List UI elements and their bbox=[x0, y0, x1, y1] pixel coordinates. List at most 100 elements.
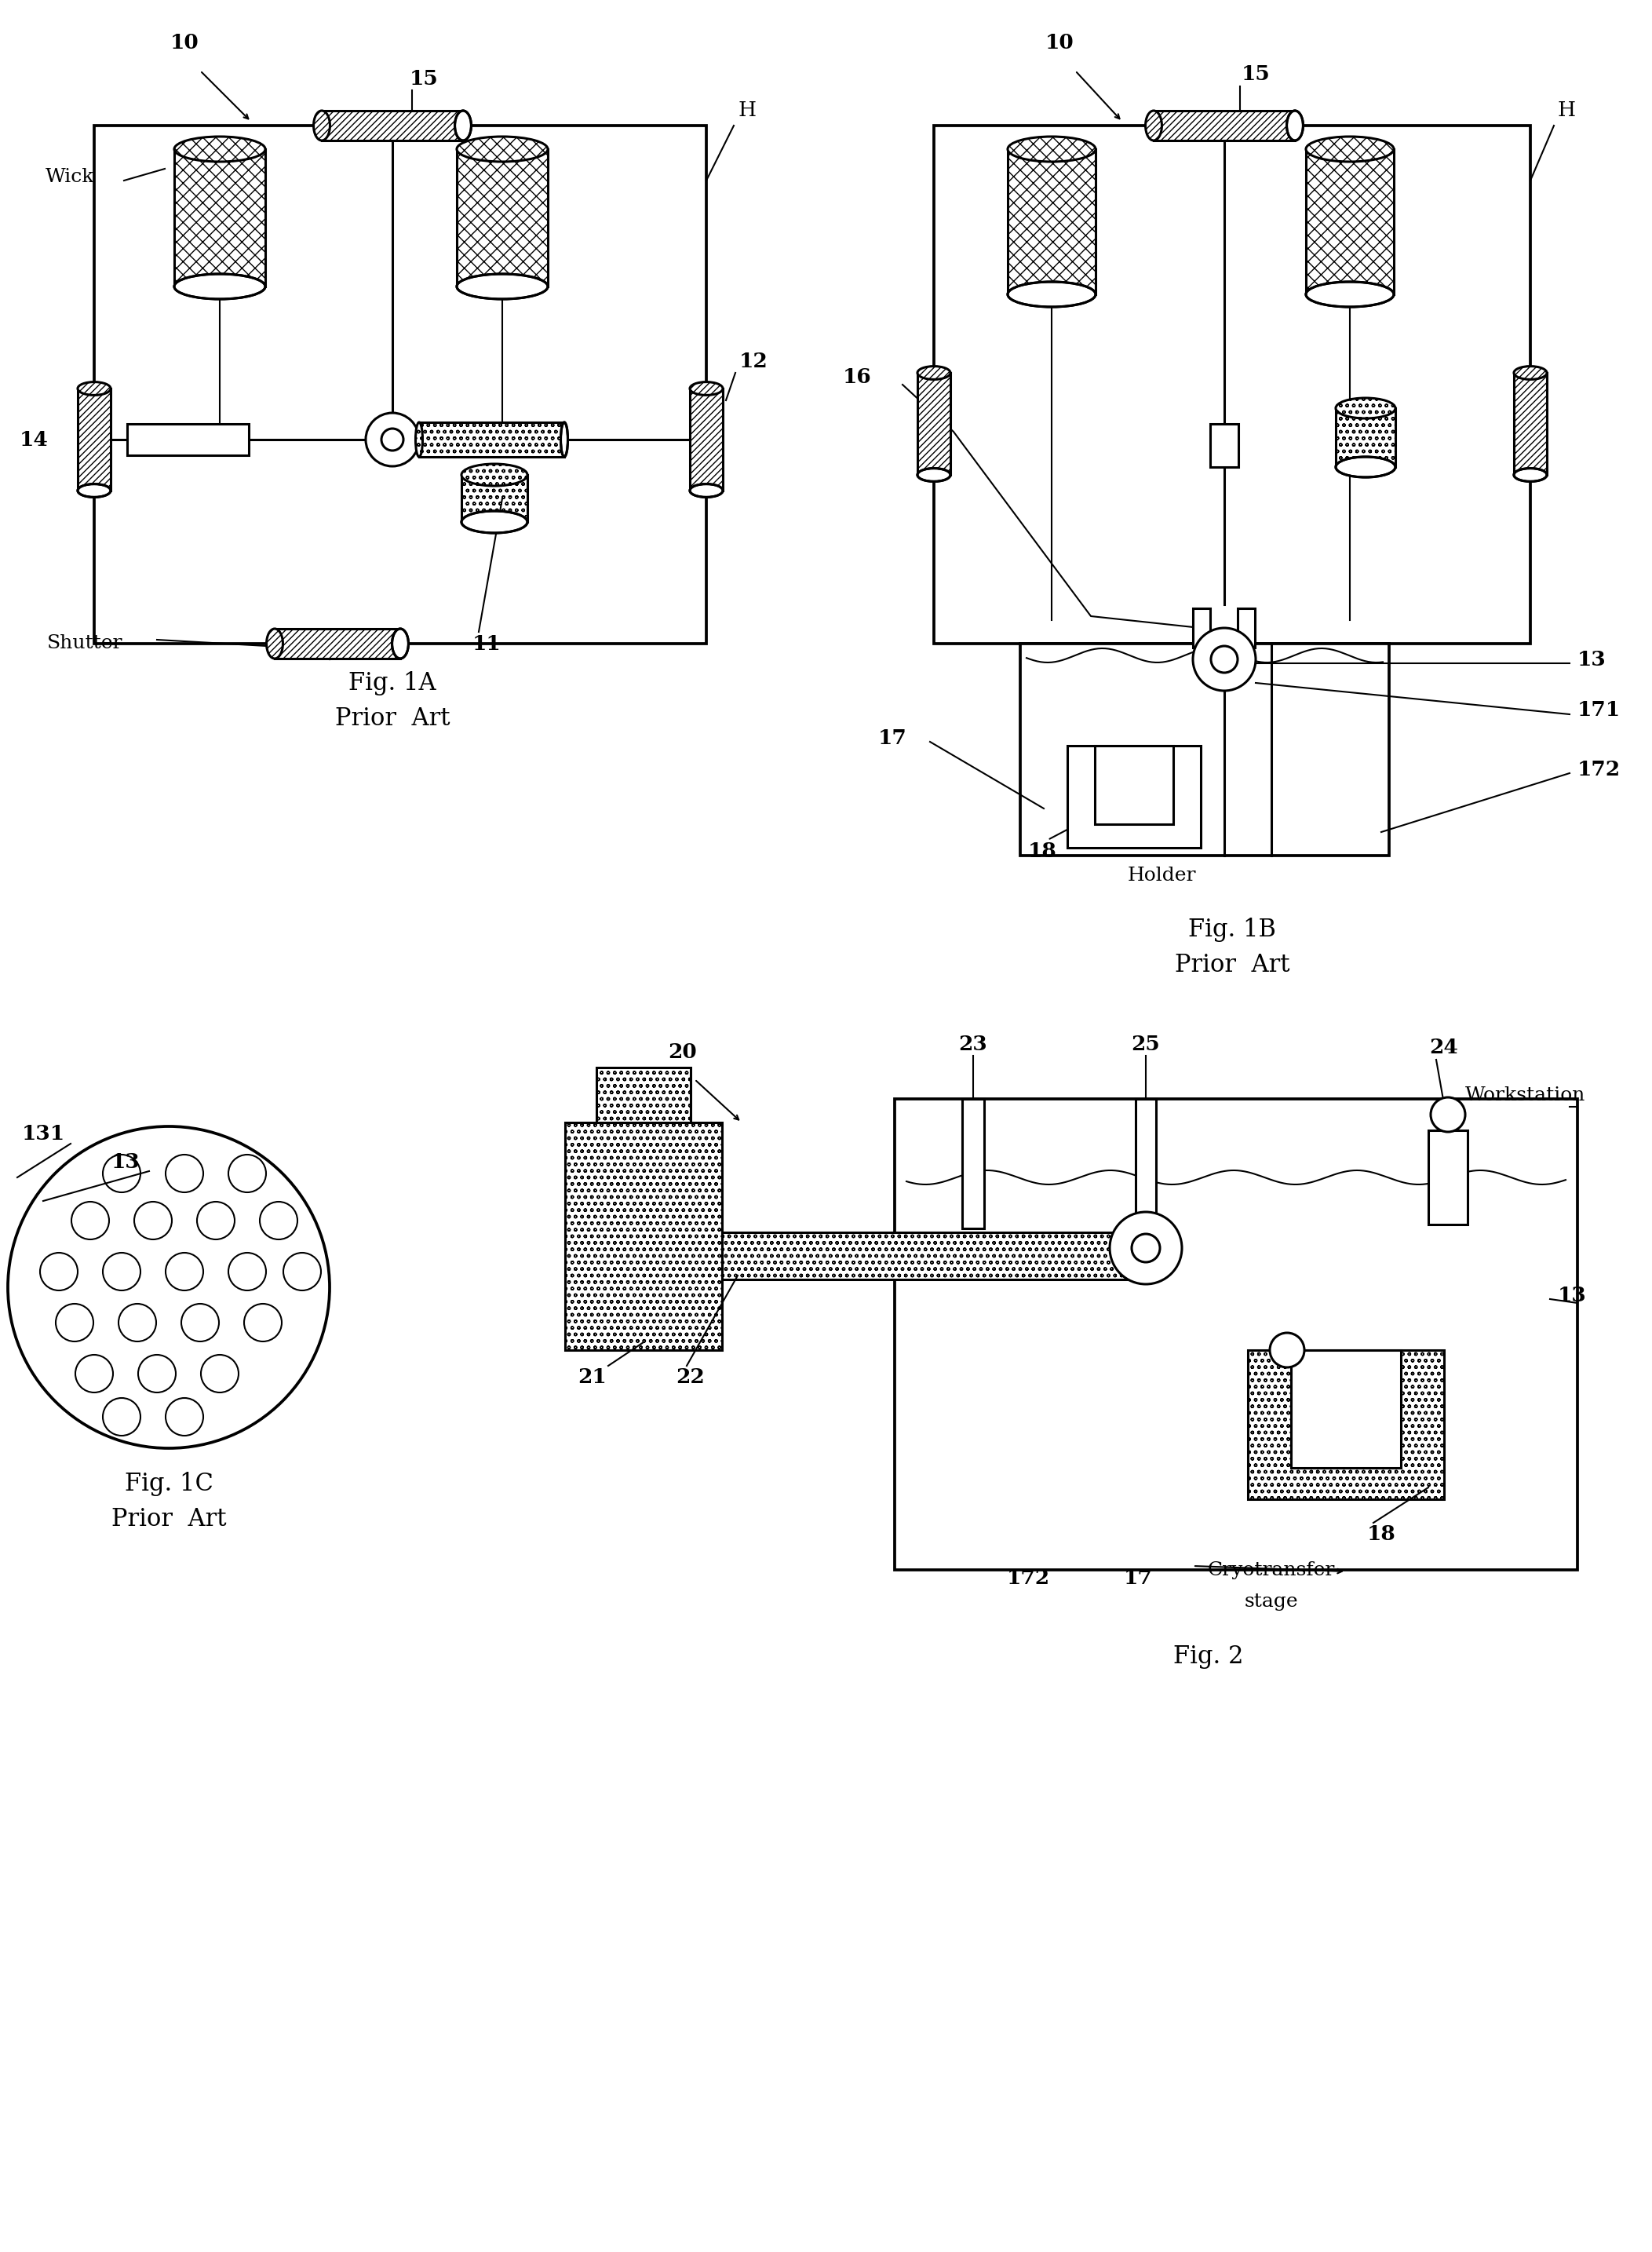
Bar bbox=[1193, 608, 1211, 649]
Text: 14: 14 bbox=[20, 430, 48, 450]
Text: 172: 172 bbox=[1006, 1567, 1049, 1588]
Ellipse shape bbox=[1336, 457, 1396, 477]
Circle shape bbox=[259, 1203, 297, 1239]
Ellipse shape bbox=[266, 628, 282, 658]
Bar bbox=[917, 374, 950, 475]
Text: 15: 15 bbox=[1241, 65, 1270, 83]
Text: Grid: Grid bbox=[1140, 835, 1183, 854]
Bar bbox=[1247, 1351, 1444, 1500]
Text: 13: 13 bbox=[339, 633, 368, 653]
Text: 17: 17 bbox=[1123, 1567, 1153, 1588]
Ellipse shape bbox=[416, 423, 423, 457]
Text: 25: 25 bbox=[1132, 1034, 1160, 1054]
Ellipse shape bbox=[456, 137, 548, 162]
Bar bbox=[961, 1099, 985, 1227]
Text: 24: 24 bbox=[1429, 1038, 1459, 1058]
Bar bbox=[420, 423, 565, 457]
Text: H: H bbox=[738, 99, 757, 119]
Ellipse shape bbox=[691, 383, 724, 394]
Text: 13: 13 bbox=[1578, 649, 1606, 669]
Circle shape bbox=[40, 1252, 78, 1290]
Bar bbox=[1305, 149, 1394, 295]
Ellipse shape bbox=[1305, 137, 1394, 162]
Ellipse shape bbox=[461, 511, 527, 534]
Bar bbox=[94, 126, 707, 644]
Ellipse shape bbox=[461, 464, 527, 486]
Text: 171: 171 bbox=[1578, 700, 1621, 721]
Text: stage: stage bbox=[1244, 1592, 1298, 1610]
Text: 13: 13 bbox=[1558, 1286, 1586, 1304]
Circle shape bbox=[165, 1252, 203, 1290]
Bar bbox=[933, 126, 1530, 644]
Bar bbox=[1135, 1099, 1156, 1252]
Text: Prior  Art: Prior Art bbox=[335, 707, 449, 730]
Text: 131: 131 bbox=[21, 1124, 64, 1144]
Text: 13: 13 bbox=[111, 1153, 140, 1171]
Circle shape bbox=[382, 428, 403, 450]
Bar bbox=[322, 110, 463, 140]
Bar bbox=[173, 149, 266, 286]
Ellipse shape bbox=[78, 383, 111, 394]
Circle shape bbox=[102, 1155, 140, 1191]
Ellipse shape bbox=[456, 275, 548, 300]
Text: 10: 10 bbox=[1046, 34, 1074, 54]
Ellipse shape bbox=[1513, 367, 1546, 378]
Ellipse shape bbox=[1008, 137, 1095, 162]
Ellipse shape bbox=[1287, 110, 1303, 140]
Ellipse shape bbox=[173, 275, 266, 300]
Ellipse shape bbox=[392, 628, 408, 658]
Circle shape bbox=[228, 1155, 266, 1191]
Bar bbox=[461, 475, 527, 522]
Ellipse shape bbox=[917, 468, 950, 482]
Ellipse shape bbox=[1513, 468, 1546, 482]
Ellipse shape bbox=[1008, 282, 1095, 306]
Bar bbox=[691, 390, 724, 491]
Circle shape bbox=[56, 1304, 94, 1342]
Circle shape bbox=[8, 1126, 330, 1448]
Text: Fig. 1C: Fig. 1C bbox=[124, 1471, 213, 1495]
Bar bbox=[1153, 110, 1295, 140]
Text: Fig. 2: Fig. 2 bbox=[1173, 1644, 1244, 1669]
Circle shape bbox=[76, 1356, 112, 1392]
Bar bbox=[1336, 408, 1396, 466]
Ellipse shape bbox=[1145, 110, 1161, 140]
Text: Workstation: Workstation bbox=[1465, 1085, 1586, 1103]
Text: Prior  Art: Prior Art bbox=[111, 1507, 226, 1531]
Text: H: H bbox=[1558, 99, 1576, 119]
Ellipse shape bbox=[173, 137, 266, 162]
Text: 10: 10 bbox=[170, 34, 198, 54]
Circle shape bbox=[202, 1356, 238, 1392]
Bar bbox=[274, 628, 400, 658]
Bar bbox=[1513, 374, 1546, 475]
Circle shape bbox=[228, 1252, 266, 1290]
Circle shape bbox=[244, 1304, 282, 1342]
Text: Holder: Holder bbox=[1127, 867, 1196, 885]
Circle shape bbox=[365, 412, 420, 466]
Text: 18: 18 bbox=[1028, 842, 1057, 863]
Bar bbox=[895, 1099, 1578, 1570]
Ellipse shape bbox=[560, 423, 568, 457]
Text: 15: 15 bbox=[410, 68, 438, 88]
Circle shape bbox=[71, 1203, 109, 1239]
Bar bbox=[1008, 149, 1095, 295]
Circle shape bbox=[165, 1398, 203, 1437]
Circle shape bbox=[1431, 1097, 1465, 1133]
Bar bbox=[1211, 423, 1239, 466]
Circle shape bbox=[282, 1252, 320, 1290]
Circle shape bbox=[1193, 628, 1256, 691]
Circle shape bbox=[119, 1304, 157, 1342]
Text: 18: 18 bbox=[1366, 1525, 1396, 1545]
Bar bbox=[722, 1232, 1146, 1279]
Ellipse shape bbox=[917, 367, 950, 378]
Circle shape bbox=[1211, 646, 1237, 673]
Text: Fig. 1A: Fig. 1A bbox=[349, 671, 436, 696]
Text: 22: 22 bbox=[676, 1367, 705, 1387]
Circle shape bbox=[102, 1252, 140, 1290]
Ellipse shape bbox=[78, 484, 111, 498]
Text: 11: 11 bbox=[472, 633, 501, 653]
Text: 16: 16 bbox=[843, 367, 871, 387]
Circle shape bbox=[1110, 1212, 1181, 1284]
Bar bbox=[1290, 1351, 1401, 1468]
Bar bbox=[1429, 1131, 1467, 1225]
Text: 20: 20 bbox=[669, 1043, 697, 1061]
